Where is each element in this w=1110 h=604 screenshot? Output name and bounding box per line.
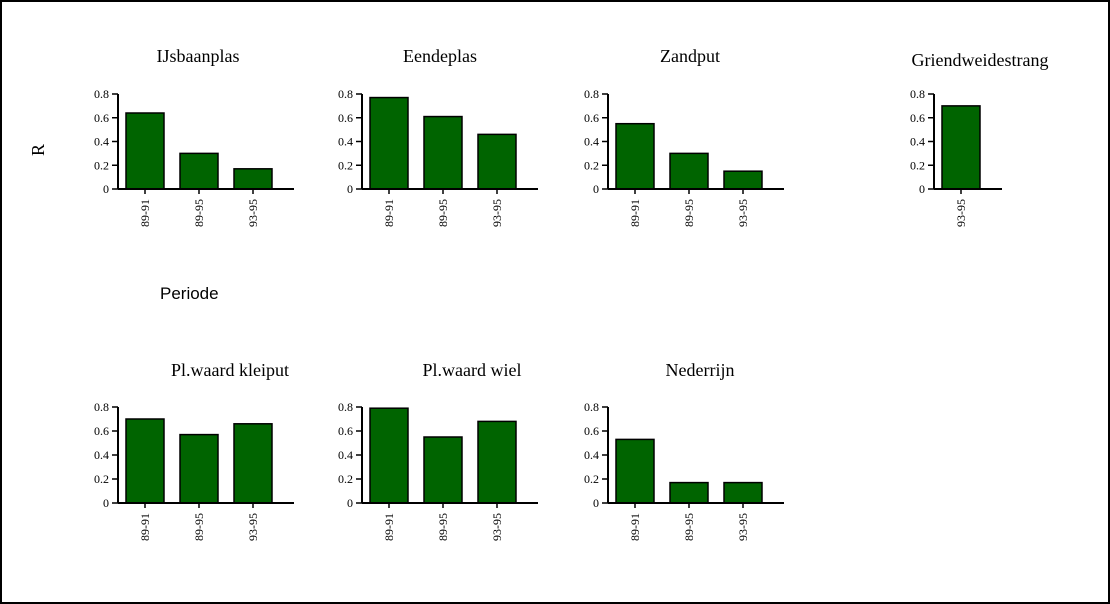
y-tick-label: 0.2 [94,158,109,172]
x-tick-label: 89-95 [192,513,206,541]
x-tick-label: 89-91 [138,199,152,227]
y-tick-label: 0 [103,182,109,196]
y-tick-label: 0.4 [94,448,109,462]
y-tick-label: 0.4 [584,135,599,149]
bar [233,423,273,504]
chart-title: Griendweidestrang [912,50,1049,70]
bar [423,436,463,504]
y-tick-label: 0.8 [94,400,109,414]
y-tick-label: 0.6 [94,424,109,438]
y-tick-label: 0.4 [584,448,599,462]
x-tick-label: 89-91 [628,513,642,541]
y-tick-label: 0.6 [584,111,599,125]
bar [233,168,273,190]
bar [179,433,219,504]
y-tick-label: 0.8 [94,87,109,101]
y-tick-label: 0.8 [338,400,353,414]
bar [423,115,463,190]
bar [723,481,763,504]
y-tick-label: 0.6 [584,424,599,438]
chart-panel: Zandput 0 0.2 0.4 0.6 0.8 89-91 89-95 93-95 [584,46,784,227]
y-tick-label: 0.8 [910,87,925,101]
bar [477,420,517,504]
y-tick-label: 0.2 [338,158,353,172]
chart-panel: IJsbaanplas 0 0.2 0.4 0.6 0.8 89-91 89-95 93-95 [94,46,294,227]
x-axis-label: Periode [160,284,219,303]
bar [669,481,709,504]
x-tick-label: 89-95 [436,513,450,541]
x-tick-label: 93-95 [736,199,750,227]
x-tick-label: 93-95 [490,513,504,541]
chart-title: Zandput [660,46,720,66]
bar [369,96,409,190]
x-tick-label: 93-95 [490,199,504,227]
y-tick-label: 0 [347,182,353,196]
chart-title: Nederrijn [666,360,735,380]
y-tick-label: 0.4 [910,135,925,149]
bar [179,152,219,190]
y-tick-label: 0.2 [338,472,353,486]
x-tick-label: 89-91 [382,513,396,541]
bar [669,152,709,190]
bar [615,122,655,190]
chart-panel: Nederrijn 0 0.2 0.4 0.6 0.8 89-91 89-95 93-95 [584,360,784,541]
bar [125,112,165,190]
x-tick-label: 93-95 [246,199,260,227]
x-tick-label: 89-91 [382,199,396,227]
y-tick-label: 0 [919,182,925,196]
x-tick-label: 89-95 [192,199,206,227]
y-tick-label: 0 [593,182,599,196]
bar [477,133,517,190]
chart-title: IJsbaanplas [157,46,240,66]
y-axis-label: R [28,144,48,156]
bar [723,170,763,190]
x-tick-label: 89-95 [682,513,696,541]
x-tick-label: 93-95 [954,199,968,227]
y-tick-label: 0.4 [338,135,353,149]
y-tick-label: 0.2 [584,472,599,486]
chart-panel: Pl.waard kleiput 0 0.2 0.4 0.6 0.8 89-91 89-95 9… [94,360,294,541]
y-tick-label: 0.2 [94,472,109,486]
chart-title: Pl.waard kleiput [171,360,289,380]
y-tick-label: 0.2 [910,158,925,172]
y-tick-label: 0.4 [338,448,353,462]
y-tick-label: 0.6 [338,111,353,125]
bar [125,418,165,504]
y-tick-label: 0.8 [338,87,353,101]
y-tick-label: 0.6 [338,424,353,438]
y-tick-label: 0.4 [94,135,109,149]
chart-title: Pl.waard wiel [423,360,522,380]
y-tick-label: 0 [593,496,599,510]
bar [369,407,409,504]
x-tick-label: 89-91 [138,513,152,541]
y-tick-label: 0.2 [584,158,599,172]
x-tick-label: 89-95 [436,199,450,227]
bar [941,105,981,190]
y-tick-label: 0 [103,496,109,510]
chart-panel: Pl.waard wiel 0 0.2 0.4 0.6 0.8 89-91 89-95 93-9… [338,360,538,541]
y-tick-label: 0 [347,496,353,510]
chart-panel: Griendweidestrang 0 0.2 0.4 0.6 0.8 93-95 [910,50,1048,227]
y-tick-label: 0.6 [910,111,925,125]
chart-title: Eendeplas [403,46,477,66]
x-tick-label: 89-95 [682,199,696,227]
y-tick-label: 0.6 [94,111,109,125]
x-tick-label: 93-95 [246,513,260,541]
chart-panel: Eendeplas 0 0.2 0.4 0.6 0.8 89-91 89-95 93-95 [338,46,538,227]
bar [615,438,655,504]
x-tick-label: 89-91 [628,199,642,227]
y-tick-label: 0.8 [584,87,599,101]
y-tick-label: 0.8 [584,400,599,414]
x-tick-label: 93-95 [736,513,750,541]
